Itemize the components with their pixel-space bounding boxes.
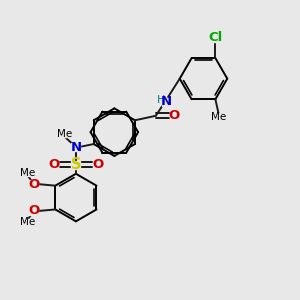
Bar bbox=[22, 219, 34, 226]
Bar bbox=[94, 161, 103, 169]
Bar bbox=[208, 34, 223, 42]
Text: Me: Me bbox=[20, 168, 36, 178]
Bar bbox=[213, 114, 224, 120]
Text: Me: Me bbox=[211, 112, 226, 122]
Bar bbox=[22, 169, 34, 176]
Text: Me: Me bbox=[57, 129, 73, 139]
Bar bbox=[29, 207, 38, 214]
Bar bbox=[71, 143, 80, 151]
Text: O: O bbox=[28, 204, 40, 218]
Text: N: N bbox=[70, 140, 82, 154]
Bar bbox=[157, 96, 166, 104]
Text: Cl: Cl bbox=[208, 32, 223, 44]
Text: O: O bbox=[93, 158, 104, 171]
Text: H: H bbox=[157, 95, 165, 105]
Bar bbox=[59, 131, 70, 137]
Text: Me: Me bbox=[20, 217, 36, 227]
Text: S: S bbox=[71, 158, 81, 172]
Text: O: O bbox=[48, 158, 59, 171]
Text: N: N bbox=[160, 95, 172, 108]
Bar bbox=[71, 161, 80, 169]
Bar bbox=[49, 161, 58, 169]
Bar bbox=[170, 112, 179, 119]
Text: O: O bbox=[169, 109, 180, 122]
Bar bbox=[162, 98, 171, 106]
Bar bbox=[29, 181, 38, 188]
Text: O: O bbox=[28, 178, 40, 191]
